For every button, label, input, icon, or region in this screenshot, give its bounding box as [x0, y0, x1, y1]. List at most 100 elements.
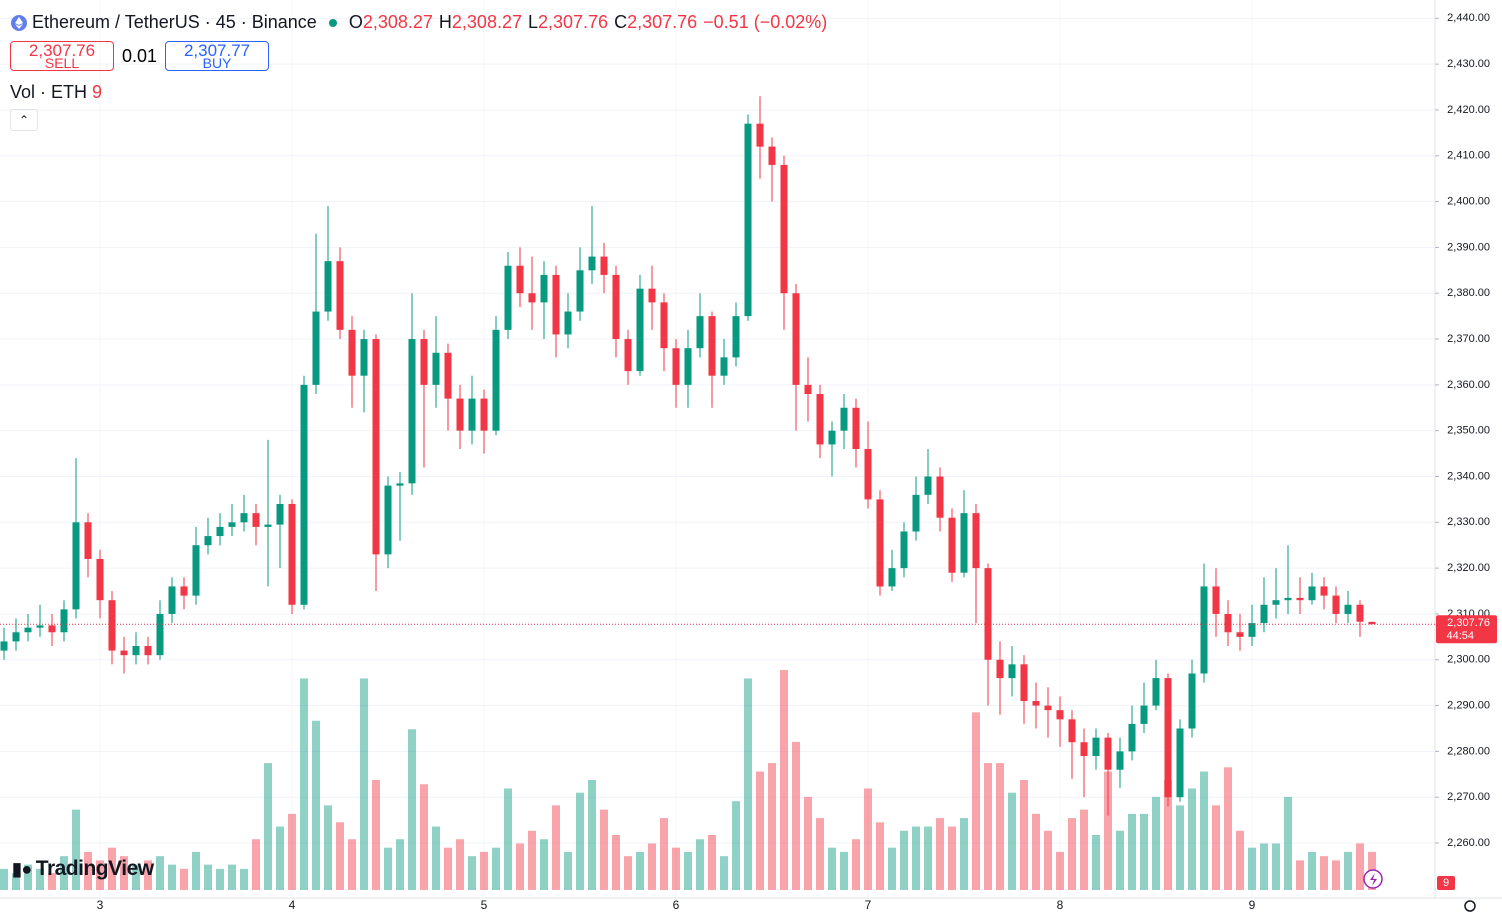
volume-value: 9	[92, 82, 103, 102]
volume-bar	[852, 839, 860, 890]
spread: 0.01	[122, 45, 158, 66]
volume-bar	[120, 856, 128, 890]
candle-body	[132, 646, 140, 656]
volume-bar	[348, 839, 356, 890]
candle-body	[60, 609, 68, 633]
y-tick-label: 2,320.00	[1447, 562, 1490, 574]
candle-body	[660, 302, 668, 349]
symbol-title[interactable]: Ethereum / TetherUS · 45 · Binance	[32, 12, 317, 32]
volume-bar	[468, 856, 476, 890]
candle-body	[396, 483, 404, 486]
y-tick-label: 2,370.00	[1447, 333, 1490, 345]
y-tick-label: 2,430.00	[1447, 58, 1490, 70]
volume-bar	[1080, 809, 1088, 890]
y-tick-label: 2,280.00	[1447, 745, 1490, 757]
y-tick-label: 2,350.00	[1447, 425, 1490, 437]
volume-bar	[180, 868, 188, 890]
candle-body	[468, 398, 476, 431]
candle-body	[600, 256, 608, 275]
candle-body	[360, 339, 368, 376]
sell-button[interactable]: 2,307.76 SELL	[10, 41, 114, 71]
volume-bar	[564, 851, 572, 890]
ohlc-key: C	[614, 12, 628, 32]
volume-bar	[1164, 780, 1172, 890]
volume-name: Vol · ETH	[10, 82, 88, 102]
candle-body	[456, 398, 464, 431]
candle-body	[228, 522, 236, 527]
candle-body	[372, 339, 380, 555]
volume-bar	[36, 868, 44, 890]
candle-body	[1140, 705, 1148, 724]
collapse-button[interactable]: ⌃	[10, 109, 38, 131]
buy-price: 2,307.77	[183, 41, 251, 60]
y-tick-label: 2,300.00	[1447, 654, 1490, 666]
candle-body	[1008, 664, 1016, 679]
volume-bar	[24, 864, 32, 890]
y-tick-label: 2,440.00	[1447, 12, 1490, 24]
volume-bar	[1188, 788, 1196, 890]
candle-body	[612, 274, 620, 340]
volume-bar	[1212, 805, 1220, 890]
volume-bar	[444, 847, 452, 890]
candle-body	[192, 545, 200, 596]
volume-bar	[816, 818, 824, 890]
volume-bar	[648, 843, 656, 890]
candle-body	[588, 256, 596, 271]
y-tick-label: 2,390.00	[1447, 241, 1490, 253]
volume-bar	[600, 809, 608, 890]
volume-bar	[372, 780, 380, 890]
candle-body	[876, 499, 884, 587]
candle-body	[852, 407, 860, 449]
volume-bar	[1032, 813, 1040, 890]
volume-legend: Vol · ETH 9	[10, 82, 102, 103]
candle-body	[1356, 604, 1364, 622]
candle-body	[1020, 664, 1028, 701]
ohlc-value: 2,307.76	[627, 12, 698, 32]
volume-bar	[192, 851, 200, 890]
volume-bar	[516, 843, 524, 890]
volume-bar	[480, 851, 488, 890]
countdown: 44:54	[1446, 630, 1474, 642]
candle-body	[792, 293, 800, 385]
candle-body	[1032, 700, 1040, 706]
candle-body	[1044, 705, 1052, 711]
candle-body	[1296, 597, 1304, 601]
volume-bar	[996, 763, 1004, 890]
volume-bar	[576, 792, 584, 890]
candle-body	[168, 586, 176, 614]
volume-bar	[312, 720, 320, 890]
volume-bar	[960, 818, 968, 890]
volume-bar	[552, 805, 560, 890]
volume-bar	[456, 839, 464, 890]
buy-label: BUY	[202, 55, 232, 71]
volume-bar	[1272, 843, 1280, 890]
buy-button[interactable]: 2,307.77 BUY	[165, 41, 270, 71]
candle-body	[948, 517, 956, 573]
candle-body	[1212, 586, 1220, 614]
volume-bar	[588, 780, 596, 890]
volume-bar	[672, 847, 680, 890]
logo-text: TradingView	[35, 857, 154, 880]
x-tick-label: 6	[673, 898, 680, 912]
y-tick-label: 2,380.00	[1447, 287, 1490, 299]
volume-bar	[288, 813, 296, 890]
volume-bar	[228, 864, 236, 890]
y-tick-label: 2,330.00	[1447, 516, 1490, 528]
candle-body	[348, 329, 356, 376]
candle-body	[84, 522, 92, 559]
volume-bar	[828, 847, 836, 890]
candle-body	[720, 357, 728, 376]
candle-body	[1164, 678, 1172, 798]
candle-body	[336, 261, 344, 330]
ohlc-value: 2,308.27	[451, 12, 522, 32]
volume-bar	[84, 851, 92, 890]
candle-body	[1308, 586, 1316, 601]
volume-bar	[60, 856, 68, 890]
volume-bar	[408, 729, 416, 890]
candle-body	[312, 311, 320, 385]
volume-bar	[972, 712, 980, 890]
candle-body	[180, 586, 188, 596]
x-tick-label: 8	[1057, 898, 1064, 912]
settings-icon[interactable]	[1464, 900, 1476, 912]
